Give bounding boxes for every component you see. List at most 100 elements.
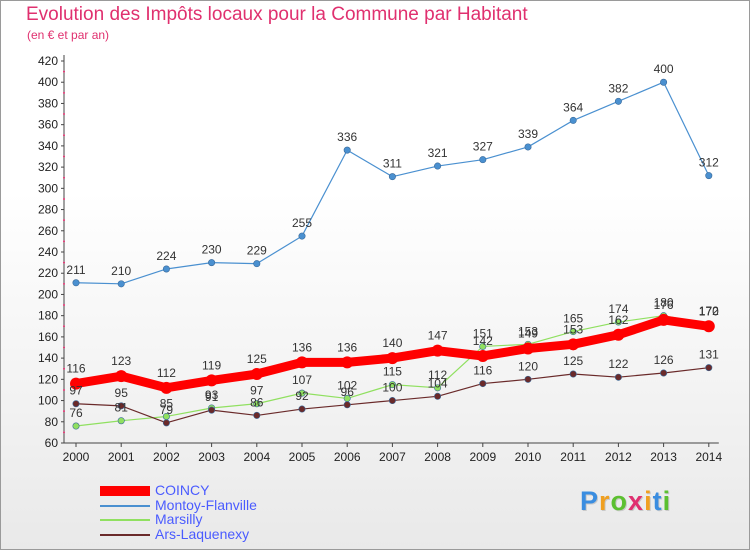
data-label-marsilly: 172 [699,304,719,318]
data-label-marsilly: 153 [518,324,538,338]
legend-swatch-coincy [100,486,150,497]
y-minor-dot [63,346,65,349]
data-point-ars-laquenexy [479,380,487,388]
data-point-coincy [341,356,354,369]
y-minor-dot [63,219,65,222]
data-label-coincy: 136 [292,340,312,354]
data-point-montoy-flanville [298,232,306,240]
data-label-coincy: 136 [337,340,357,354]
x-tick-label: 2004 [243,450,270,464]
y-tick-label: 260 [38,224,58,238]
data-label-marsilly: 112 [428,368,447,382]
proxiti-logo: Proxiti [580,486,671,517]
data-label-montoy-flanville: 229 [247,244,267,258]
data-label-marsilly: 102 [337,378,357,392]
data-label-montoy-flanville: 211 [66,263,85,277]
data-label-coincy: 119 [202,358,221,372]
logo-letter: P [580,486,600,516]
x-tick-label: 2000 [63,450,90,464]
logo-letter: i [644,486,653,516]
data-point-montoy-flanville [208,259,216,267]
x-tick-label: 2002 [153,450,180,464]
data-label-ars-laquenexy: 126 [654,353,674,367]
y-minor-dot [63,176,65,179]
data-point-montoy-flanville [524,143,532,151]
data-point-marsilly [72,422,80,430]
y-minor-dot [63,367,65,370]
y-minor-dot [63,282,65,285]
data-point-ars-laquenexy [524,375,532,383]
logo-letter: o [610,486,629,516]
x-tick-label: 2010 [515,450,542,464]
data-point-ars-laquenexy [72,400,80,408]
y-tick-label: 180 [38,309,58,323]
data-label-ars-laquenexy: 95 [115,386,129,400]
data-label-ars-laquenexy: 97 [69,384,83,398]
y-minor-dot [63,240,65,243]
data-label-ars-laquenexy: 100 [382,381,402,395]
data-point-montoy-flanville [479,156,487,164]
x-tick-label: 2009 [469,450,496,464]
x-tick-label: 2012 [605,450,632,464]
logo-letter: t [652,486,663,516]
data-point-coincy [160,381,173,394]
data-point-ars-laquenexy [660,369,668,377]
data-label-marsilly: 115 [383,365,402,379]
data-label-coincy: 112 [157,366,176,380]
data-point-marsilly [298,389,306,397]
y-tick-label: 380 [38,96,58,110]
data-point-marsilly [117,417,125,425]
data-label-ars-laquenexy: 131 [699,348,719,362]
data-label-marsilly: 76 [69,406,83,420]
y-tick-label: 240 [38,245,58,259]
data-point-coincy [522,342,534,355]
legend-label: COINCY [155,482,210,498]
data-point-ars-laquenexy [434,392,442,400]
data-point-montoy-flanville [117,280,125,288]
data-label-montoy-flanville: 230 [202,243,222,257]
data-point-montoy-flanville [253,260,261,268]
data-point-coincy [386,352,399,365]
x-tick-label: 2007 [379,450,406,464]
data-point-coincy [205,374,218,387]
data-point-marsilly [388,381,396,389]
x-tick-label: 2013 [650,450,677,464]
y-minor-dot [63,325,65,328]
data-label-montoy-flanville: 312 [699,156,719,170]
logo-letter: x [628,486,645,516]
data-label-marsilly: 85 [160,396,174,410]
data-point-montoy-flanville [72,279,80,287]
data-point-montoy-flanville [388,173,396,181]
data-point-ars-laquenexy [117,402,125,410]
logo-letter: i [662,486,672,516]
y-minor-dot [63,431,65,434]
data-point-coincy [115,370,128,383]
data-point-montoy-flanville [569,116,577,124]
data-point-ars-laquenexy [569,370,577,378]
y-minor-dot [63,261,65,264]
series-layer [70,78,715,430]
y-tick-label: 340 [38,139,58,153]
data-label-marsilly: 180 [654,296,674,310]
y-tick-label: 80 [45,415,59,429]
data-label-coincy: 176 [654,298,674,312]
data-label-montoy-flanville: 255 [292,216,312,230]
data-label-ars-laquenexy: 122 [608,357,628,371]
data-point-montoy-flanville [343,146,351,154]
data-point-ars-laquenexy [388,397,396,405]
data-label-montoy-flanville: 224 [156,249,176,263]
data-label-coincy: 149 [518,327,538,341]
data-label-ars-laquenexy: 104 [428,376,448,390]
data-label-marsilly: 151 [473,326,493,340]
logo-letter: r [599,486,611,516]
legend-label: Marsilly [155,511,203,527]
data-point-marsilly [479,342,487,350]
data-point-ars-laquenexy [253,411,261,419]
data-point-marsilly [614,318,622,326]
data-label-ars-laquenexy: 86 [250,395,264,409]
data-point-marsilly [434,384,442,392]
data-label-coincy: 116 [66,362,85,376]
data-label-coincy: 142 [473,334,493,348]
data-label-marsilly: 174 [608,302,628,316]
